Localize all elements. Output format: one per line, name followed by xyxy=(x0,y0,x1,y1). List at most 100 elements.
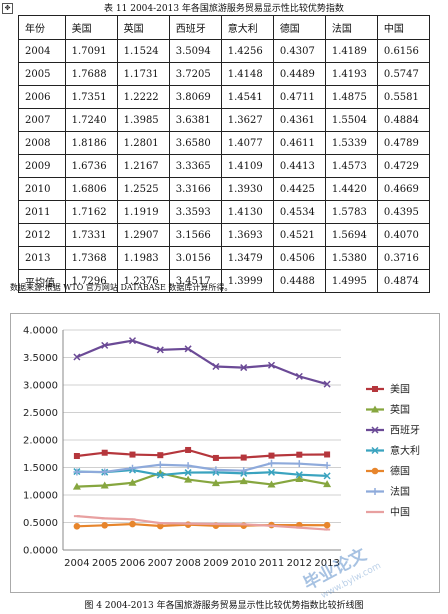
table-cell: 0.4711 xyxy=(272,85,326,109)
data-point xyxy=(73,353,81,361)
y-tick-label: 0.5000 xyxy=(23,518,58,529)
data-point xyxy=(212,454,219,461)
table-header-cell: 法国 xyxy=(324,15,378,40)
table-header-cell: 德国 xyxy=(272,15,326,40)
table-cell: 0.4488 xyxy=(272,269,326,293)
chart-svg: 0.0000 0.5000 1.0000 1.5000 2.0000 2.5000 3.00… xyxy=(23,326,420,570)
table-row: 2013 1.7368 1.1983 3.0156 1.3479 0.4506 1.5380… xyxy=(18,246,431,270)
table-cell: 0.4307 xyxy=(272,39,326,63)
data-point xyxy=(295,372,303,380)
legend-marker xyxy=(371,488,379,495)
series-line xyxy=(76,471,328,488)
line-chart: 0.0000 0.5000 1.0000 1.5000 2.0000 2.5000 3.00… xyxy=(10,313,440,593)
table-header-cell: 英国 xyxy=(116,15,170,40)
x-tick-label: 2012 xyxy=(287,558,312,569)
data-point xyxy=(267,361,276,369)
table-header-cell: 意大利 xyxy=(220,15,274,40)
data-point xyxy=(100,481,109,489)
table-cell: 2007 xyxy=(18,108,66,132)
data-point xyxy=(156,471,164,479)
data-point xyxy=(323,472,331,480)
table-cell: 1.7091 xyxy=(64,39,118,63)
data-point xyxy=(129,464,136,472)
y-tick-label: 2.0000 xyxy=(23,436,58,447)
table-cell: 平均值 xyxy=(18,269,66,293)
table-cell: 1.4995 xyxy=(324,269,378,293)
series-line xyxy=(76,448,328,460)
data-point xyxy=(101,341,109,349)
table-cell: 1.5783 xyxy=(324,200,378,224)
x-tick-label: 2006 xyxy=(120,558,145,569)
legend-marker xyxy=(371,426,379,434)
figure-caption: 图 4 2004-2013 年各国旅游服务贸易显示性比较优势指数比较折线图 xyxy=(84,601,364,611)
table-caption: 表 11 2004-2013 年各国旅游服务贸易显示性比较优势指数 xyxy=(104,4,344,14)
data-point xyxy=(323,480,332,488)
table-cell: 0.4413 xyxy=(272,154,326,178)
data-point xyxy=(101,449,108,456)
table-cell: 1.4148 xyxy=(220,62,274,86)
table-cell: 0.4425 xyxy=(272,177,326,201)
table-cell: 1.3999 xyxy=(220,269,274,293)
series-line xyxy=(76,462,328,474)
table-cell: 0.4489 xyxy=(272,62,326,86)
table-cell: 3.7205 xyxy=(168,62,222,86)
data-point xyxy=(184,345,192,353)
data-point xyxy=(295,460,303,468)
table-row: 2006 1.7351 1.2222 3.8069 1.4541 0.4711 1.4875… xyxy=(18,85,431,109)
table-row: 2007 1.7240 1.3985 3.6381 1.3627 0.4361 1.5504… xyxy=(18,108,431,132)
table-row: 2005 1.7688 1.1731 3.7205 1.4148 0.4489 1.4193… xyxy=(18,62,431,86)
data-point xyxy=(240,454,247,461)
table-cell: 1.3985 xyxy=(116,108,170,132)
data-point xyxy=(212,466,220,474)
table-cell: 1.4541 xyxy=(220,85,274,109)
data-point xyxy=(128,478,137,486)
data-point xyxy=(129,520,136,528)
legend-marker xyxy=(371,467,379,475)
data-point xyxy=(211,479,220,487)
table-cell: 1.1731 xyxy=(116,62,170,86)
table-cell: 1.1524 xyxy=(116,39,170,63)
table-cell: 0.5747 xyxy=(376,62,431,86)
table-row: 2012 1.7331 1.2907 3.1566 1.3693 0.4521 1.5694… xyxy=(18,223,431,247)
table-cell: 1.8186 xyxy=(64,131,118,155)
data-point xyxy=(101,522,108,529)
legend-marker xyxy=(371,446,379,455)
y-tick-label: 3.0000 xyxy=(23,381,58,392)
data-table: 年份 美国 英国 西班牙 意大利 德国 法国 中国 2004 1.7091 1.1524 3.5094… xyxy=(18,15,431,293)
data-point xyxy=(296,451,303,458)
move-handle-icon[interactable]: ✥ xyxy=(2,3,13,14)
series-line xyxy=(76,515,328,531)
series-line xyxy=(76,339,328,386)
table-cell: 1.4420 xyxy=(324,177,378,201)
data-point xyxy=(184,469,192,477)
data-source-note: 数据来源:根据 WTO 官方网站 DATABASE 数据库计算所得。 xyxy=(10,283,233,292)
table-cell: 1.4189 xyxy=(324,39,378,63)
table-cell: 0.4506 xyxy=(272,246,326,270)
table-row: 2011 1.7162 1.1919 3.3593 1.4130 0.4534 1.5783… xyxy=(18,200,431,224)
data-point xyxy=(323,521,331,529)
table-cell: 1.2525 xyxy=(116,177,170,201)
series-line xyxy=(76,522,328,528)
table-cell: 2009 xyxy=(18,154,66,178)
data-point xyxy=(295,471,303,479)
table-cell: 3.3365 xyxy=(168,154,222,178)
table-cell: 2005 xyxy=(18,62,66,86)
data-point xyxy=(267,468,276,476)
legend-label: 英国 xyxy=(390,403,410,416)
table-cell: 1.4077 xyxy=(220,131,274,155)
y-tick-label: 3.5000 xyxy=(23,353,58,364)
data-point xyxy=(324,451,331,458)
x-tick-label: 2013 xyxy=(314,558,339,569)
table-cell: 1.2222 xyxy=(116,85,170,109)
data-point xyxy=(101,468,109,476)
table-cell: 3.5094 xyxy=(168,39,222,63)
table-cell: 1.7688 xyxy=(64,62,118,86)
legend-marker xyxy=(372,386,378,392)
table-cell: 1.5339 xyxy=(324,131,378,155)
table-cell: 1.5380 xyxy=(324,246,378,270)
table-header-cell: 中国 xyxy=(376,15,431,40)
table-cell: 1.4193 xyxy=(324,62,378,86)
legend-label: 西班牙 xyxy=(390,425,420,437)
table-cell: 0.4669 xyxy=(376,177,431,201)
x-tick-label: 2005 xyxy=(92,558,117,569)
